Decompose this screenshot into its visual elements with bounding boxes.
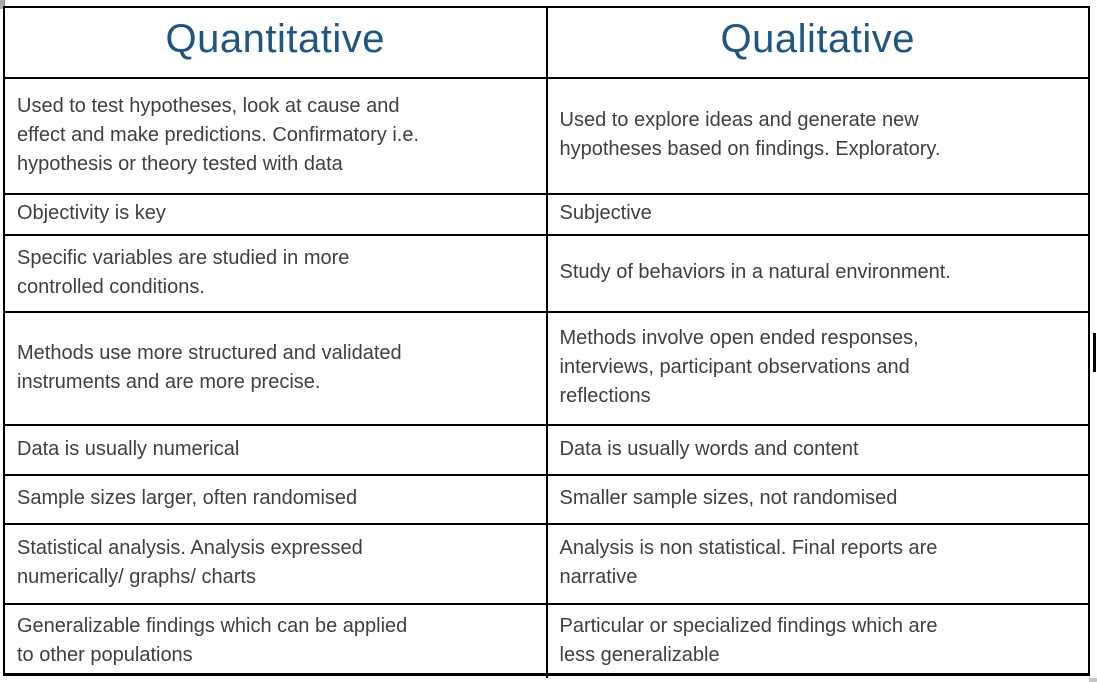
table-row: Specific variables are studied in more c…: [5, 235, 1088, 313]
crop-artifact-bottom-right: [1089, 678, 1097, 682]
cell-qualitative: Methods involve open ended responses, in…: [546, 312, 1088, 426]
comparison-table: Quantitative Qualitative Used to test hy…: [5, 8, 1088, 678]
table-row: Methods use more structured and validate…: [5, 312, 1088, 426]
column-header-quantitative: Quantitative: [5, 8, 548, 79]
crop-artifact-top-left: [0, 0, 5, 9]
cell-qualitative: Data is usually words and content: [546, 425, 1088, 476]
cell-quantitative: Generalizable findings which can be appl…: [5, 604, 548, 678]
table-row: Statistical analysis. Analysis expressed…: [5, 524, 1088, 605]
comparison-table-container: Quantitative Qualitative Used to test hy…: [3, 6, 1090, 678]
cell-quantitative: Statistical analysis. Analysis expressed…: [5, 524, 548, 605]
cell-qualitative: Subjective: [546, 194, 1088, 236]
cell-quantitative: Sample sizes larger, often randomised: [5, 475, 548, 525]
cell-qualitative: Used to explore ideas and generate new h…: [546, 78, 1088, 195]
header-row: Quantitative Qualitative: [5, 8, 1088, 79]
resize-handle[interactable]: [1093, 333, 1096, 372]
cell-quantitative: Methods use more structured and validate…: [5, 312, 548, 426]
table-row: Sample sizes larger, often randomised Sm…: [5, 475, 1088, 525]
table-row: Generalizable findings which can be appl…: [5, 604, 1088, 678]
cell-quantitative: Used to test hypotheses, look at cause a…: [5, 78, 548, 195]
table-row: Objectivity is key Subjective: [5, 194, 1088, 236]
table-row: Used to test hypotheses, look at cause a…: [5, 78, 1088, 195]
column-header-qualitative: Qualitative: [546, 8, 1088, 79]
cell-qualitative: Particular or specialized findings which…: [559, 614, 938, 666]
cell-quantitative: Objectivity is key: [5, 194, 548, 236]
cell-quantitative: Data is usually numerical: [5, 425, 548, 476]
cell-quantitative: Specific variables are studied in more c…: [5, 235, 548, 313]
cell-qualitative: Analysis is non statistical. Final repor…: [546, 524, 1088, 605]
table-row: Data is usually numerical Data is usuall…: [5, 425, 1088, 476]
cell-qualitative: Study of behaviors in a natural environm…: [546, 235, 1088, 313]
cell-qualitative: Smaller sample sizes, not randomised: [546, 475, 1088, 525]
